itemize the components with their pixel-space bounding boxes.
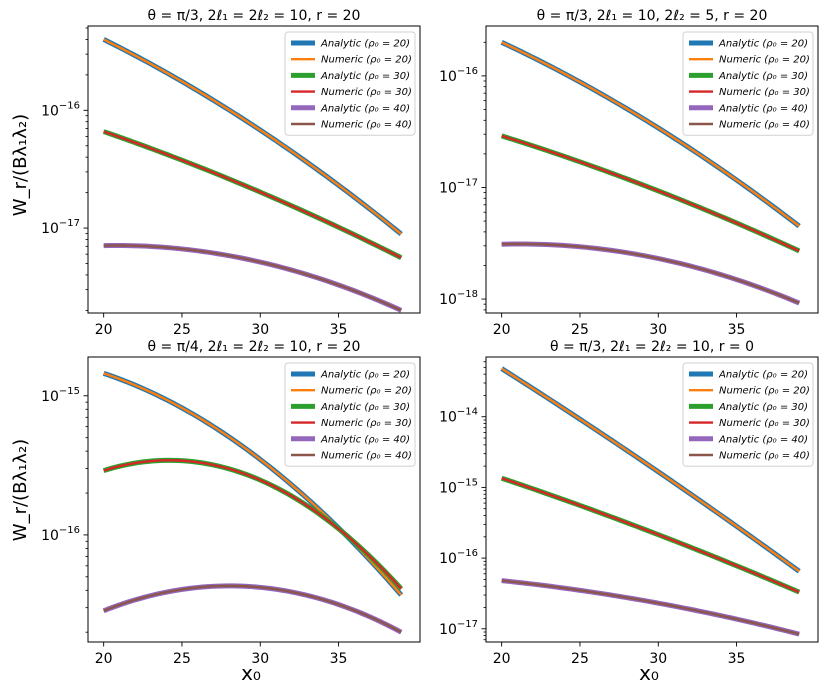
x-tick-label: 30 — [251, 651, 269, 667]
legend: Analytic (ρ₀ = 20) Numeric (ρ₀ = 20) Analy… — [682, 31, 814, 136]
x-tick-label: 20 — [95, 322, 113, 338]
x-tick-label: 20 — [493, 322, 511, 338]
y-tick-label: 10−18 — [439, 289, 478, 308]
series-line-5 — [102, 583, 403, 635]
series-line-6 — [501, 579, 800, 636]
panel-4: θ = π/3, 2ℓ₁ = 2ℓ₂ = 10, r = 0 10−14 10−15… — [439, 339, 819, 667]
series-line-5 — [501, 241, 801, 306]
y-tick-label: 10−16 — [439, 66, 478, 85]
series-line-2 — [103, 38, 402, 235]
panel-1-title: θ = π/3, 2ℓ₁ = 2ℓ₂ = 10, r = 20 — [148, 8, 361, 24]
series-line-4 — [103, 130, 402, 259]
legend-label: Numeric (ρ₀ = 40) — [719, 451, 810, 462]
y-tick-label: 10−15 — [439, 477, 478, 496]
series-line-5 — [501, 578, 800, 637]
legend: Analytic (ρ₀ = 20) Numeric (ρ₀ = 20) Analy… — [284, 362, 416, 467]
legend-label: Numeric (ρ₀ = 40) — [719, 120, 810, 131]
x-tick-label: 25 — [571, 322, 589, 338]
panel-4-title: θ = π/3, 2ℓ₁ = 2ℓ₂ = 10, r = 0 — [550, 339, 754, 355]
legend-label: Analytic (ρ₀ = 40) — [320, 103, 410, 114]
legend-label: Analytic (ρ₀ = 20) — [718, 39, 808, 50]
legend-box — [682, 362, 814, 467]
series-line-2 — [501, 367, 800, 573]
legend-box — [682, 31, 814, 136]
y-tick-label: 10−16 — [41, 100, 80, 119]
x-tick-label: 30 — [649, 322, 667, 338]
legend-label: Analytic (ρ₀ = 20) — [320, 370, 410, 381]
legend-box — [284, 31, 416, 136]
panel-2-title: θ = π/3, 2ℓ₁ = 10, 2ℓ₂ = 5, r = 20 — [537, 8, 768, 24]
series-line-6 — [501, 242, 800, 305]
legend-label: Analytic (ρ₀ = 40) — [718, 103, 808, 114]
y-tick-label: 10−15 — [41, 386, 80, 405]
legend-label: Analytic (ρ₀ = 20) — [718, 370, 808, 381]
x-tick-label: 30 — [649, 651, 667, 667]
x-tick-label: 35 — [330, 651, 348, 667]
y-tick-label: 10−17 — [41, 218, 80, 237]
legend-label: Analytic (ρ₀ = 40) — [718, 434, 808, 445]
x-tick-label: 25 — [173, 322, 191, 338]
plot-frame — [485, 356, 819, 643]
legend-label: Numeric (ρ₀ = 20) — [719, 386, 810, 397]
legend-label: Numeric (ρ₀ = 30) — [719, 87, 810, 98]
series-line-6 — [103, 244, 402, 312]
x-tick-label: 35 — [330, 322, 348, 338]
y-tick-label: 10−16 — [41, 525, 80, 544]
series-line-4 — [501, 477, 800, 594]
x-tick-label: 35 — [728, 651, 746, 667]
x-tick-label: 35 — [728, 322, 746, 338]
legend-label: Analytic (ρ₀ = 30) — [718, 402, 808, 413]
legend-label: Analytic (ρ₀ = 40) — [320, 434, 410, 445]
panel-3: θ = π/4, 2ℓ₁ = 2ℓ₂ = 10, r = 20 10−15 10−1… — [41, 339, 421, 667]
legend-label: Analytic (ρ₀ = 20) — [320, 39, 410, 50]
x-tick-label: 30 — [251, 322, 269, 338]
legend-box — [284, 362, 416, 467]
series-line-3 — [102, 129, 403, 260]
x-tick-label: 20 — [493, 651, 511, 667]
x-axis-label-left: x₀ — [241, 661, 261, 685]
y-axis-label-bottom: W_r/(Bλ₁λ₂) — [10, 439, 31, 541]
y-tick-label: 10−16 — [439, 548, 478, 567]
legend-label: Numeric (ρ₀ = 40) — [321, 451, 412, 462]
x-tick-label: 25 — [571, 651, 589, 667]
legend-label: Numeric (ρ₀ = 30) — [719, 418, 810, 429]
series-line-3 — [102, 457, 404, 591]
legend-label: Analytic (ρ₀ = 30) — [718, 71, 808, 82]
panel-1: θ = π/3, 2ℓ₁ = 2ℓ₂ = 10, r = 20 10−16 10−1… — [41, 8, 421, 338]
y-tick-label: 10−14 — [439, 407, 478, 426]
series-line-5 — [103, 242, 403, 313]
x-tick-label: 25 — [173, 651, 191, 667]
x-tick-label: 20 — [95, 651, 113, 667]
plot-frame — [87, 356, 421, 643]
legend-label: Numeric (ρ₀ = 40) — [321, 120, 412, 131]
plot-frame — [87, 25, 421, 314]
y-tick-label: 10−17 — [439, 619, 478, 638]
legend-label: Numeric (ρ₀ = 30) — [321, 87, 412, 98]
series-line-3 — [500, 475, 801, 595]
legend-label: Analytic (ρ₀ = 30) — [320, 71, 410, 82]
series-line-6 — [103, 584, 402, 634]
panel-3-title: θ = π/4, 2ℓ₁ = 2ℓ₂ = 10, r = 20 — [148, 339, 361, 355]
series-line-2 — [501, 41, 800, 228]
plot-frame — [485, 25, 819, 314]
series-line-4 — [501, 134, 800, 253]
legend-label: Numeric (ρ₀ = 30) — [321, 418, 412, 429]
y-axis-label-top: W_r/(Bλ₁λ₂) — [10, 114, 31, 216]
panel-2: θ = π/3, 2ℓ₁ = 10, 2ℓ₂ = 5, r = 20 10−16 1… — [439, 8, 819, 338]
legend-label: Analytic (ρ₀ = 30) — [320, 402, 410, 413]
x-axis-label-right: x₀ — [639, 661, 659, 685]
legend: Analytic (ρ₀ = 20) Numeric (ρ₀ = 20) Analy… — [284, 31, 416, 136]
series-line-4 — [103, 459, 403, 590]
legend: Analytic (ρ₀ = 20) Numeric (ρ₀ = 20) Analy… — [682, 362, 814, 467]
y-tick-label: 10−17 — [439, 177, 478, 196]
legend-label: Numeric (ρ₀ = 20) — [321, 55, 412, 66]
legend-label: Numeric (ρ₀ = 20) — [719, 55, 810, 66]
legend-label: Numeric (ρ₀ = 20) — [321, 386, 412, 397]
